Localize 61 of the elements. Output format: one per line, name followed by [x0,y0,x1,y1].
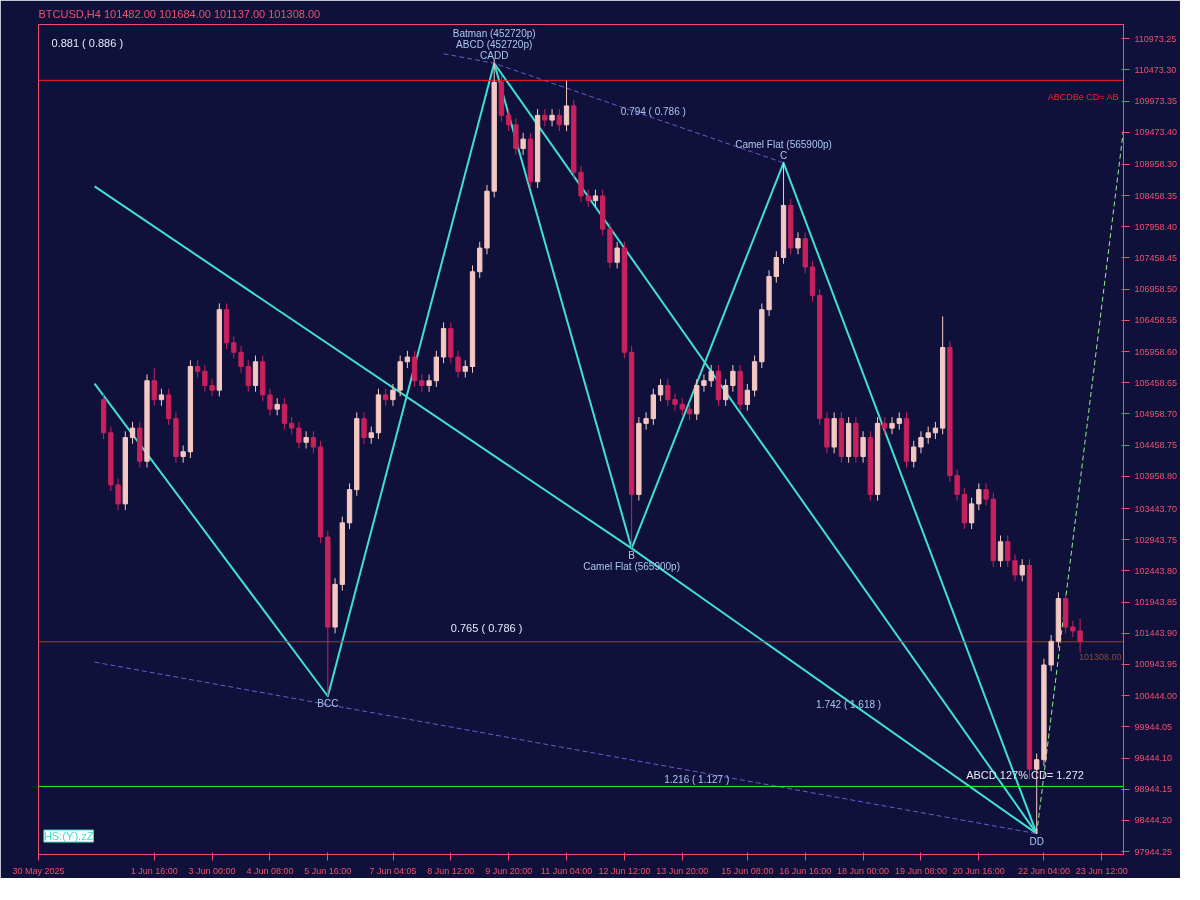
y-tick-label: 105458.65 [1134,377,1178,388]
annotation: C [779,149,788,161]
y-tick-label: 110473.30 [1134,64,1177,75]
y-tick-label: 101443.90 [1134,628,1178,639]
x-tick-label: 12 Jun 12:00 [598,865,651,876]
x-tick-label: 30 May 2025 [12,865,65,876]
annotation: 0.794 ( 0.786 ) [620,106,686,118]
annotation: 0.765 ( 0.786 ) [450,621,523,634]
x-tick-label: 5 Jun 16:00 [304,865,352,876]
y-tick-label: 98944.15 [1134,784,1173,795]
y-tick-label: 100943.95 [1134,659,1178,670]
annotation: 0.881 ( 0.886 ) [51,36,124,49]
y-tick-label: 102443.80 [1134,565,1178,576]
y-tick-label: 105958.60 [1134,346,1178,357]
annotation: HS:(Ƴ).zZ [43,830,94,843]
x-tick-label: 11 Jun 04:00 [540,865,593,876]
annotation: Batman (452720p) [452,28,536,40]
y-tick-label: 107958.40 [1134,221,1178,232]
ref-line-label: ABCDBe CD= AB [1047,92,1119,103]
x-tick-label: 18 Jun 00:00 [837,865,890,876]
x-tick-label: 3 Jun 00:00 [188,865,236,876]
y-tick-label: 104958.70 [1134,408,1178,419]
y-tick-label: 102943.75 [1134,534,1178,545]
y-tick-label: 98444.20 [1134,815,1173,826]
annotation: B [628,550,636,562]
y-tick-label: 108958.30 [1134,159,1178,170]
annotation: CADD [480,50,509,62]
y-tick-label: 110973.25 [1134,33,1177,44]
y-tick-label: 106458.55 [1134,315,1178,326]
annotation: ABCD (452720p) [456,39,533,51]
annotation: BCC [317,698,339,710]
y-tick-label: 104458.75 [1134,440,1178,451]
y-tick-label: 106958.50 [1134,284,1178,295]
y-tick-label: 100444.00 [1134,690,1178,701]
y-tick-label: 103958.80 [1134,471,1178,482]
y-tick-label: 99444.10 [1134,753,1173,764]
y-tick-label: 107458.45 [1134,252,1178,263]
x-tick-label: 4 Jun 08:00 [246,865,294,876]
annotation: Camel Flat (565900p) [735,138,832,150]
x-tick-label: 15 Jun 08:00 [721,865,774,876]
x-tick-label: 19 Jun 08:00 [894,865,947,876]
annotation: 1.216 ( 1.127 ) [664,774,730,786]
x-tick-label: 13 Jun 20:00 [656,865,709,876]
x-tick-label: 16 Jun 16:00 [779,865,832,876]
y-tick-label: 97944.25 [1134,846,1173,857]
y-tick-label: 103443.70 [1134,503,1178,514]
annotation: DD [1029,835,1044,847]
chart-title: BTCUSD,H4 101482.00 101684.00 101137.00 101308.00 [38,7,321,20]
ref-line-label: 101308.00 [1078,651,1122,662]
y-tick-label: 109973.35 [1134,96,1178,107]
x-tick-label: 20 Jun 16:00 [952,865,1005,876]
y-tick-label: 108458.35 [1134,190,1178,201]
x-tick-label: 7 Jun 04:05 [369,865,417,876]
x-tick-label: 9 Jun 20:00 [485,865,533,876]
x-tick-label: 23 Jun 12:00 [1075,865,1128,876]
x-tick-label: 8 Jun 12:00 [427,865,475,876]
y-tick-label: 99944.05 [1134,721,1173,732]
x-tick-label: 22 Jun 04:00 [1017,865,1070,876]
x-tick-label: 1 Jun 16:00 [130,865,178,876]
y-tick-label: 101943.85 [1134,597,1178,608]
y-tick-label: 109473.40 [1134,127,1178,138]
